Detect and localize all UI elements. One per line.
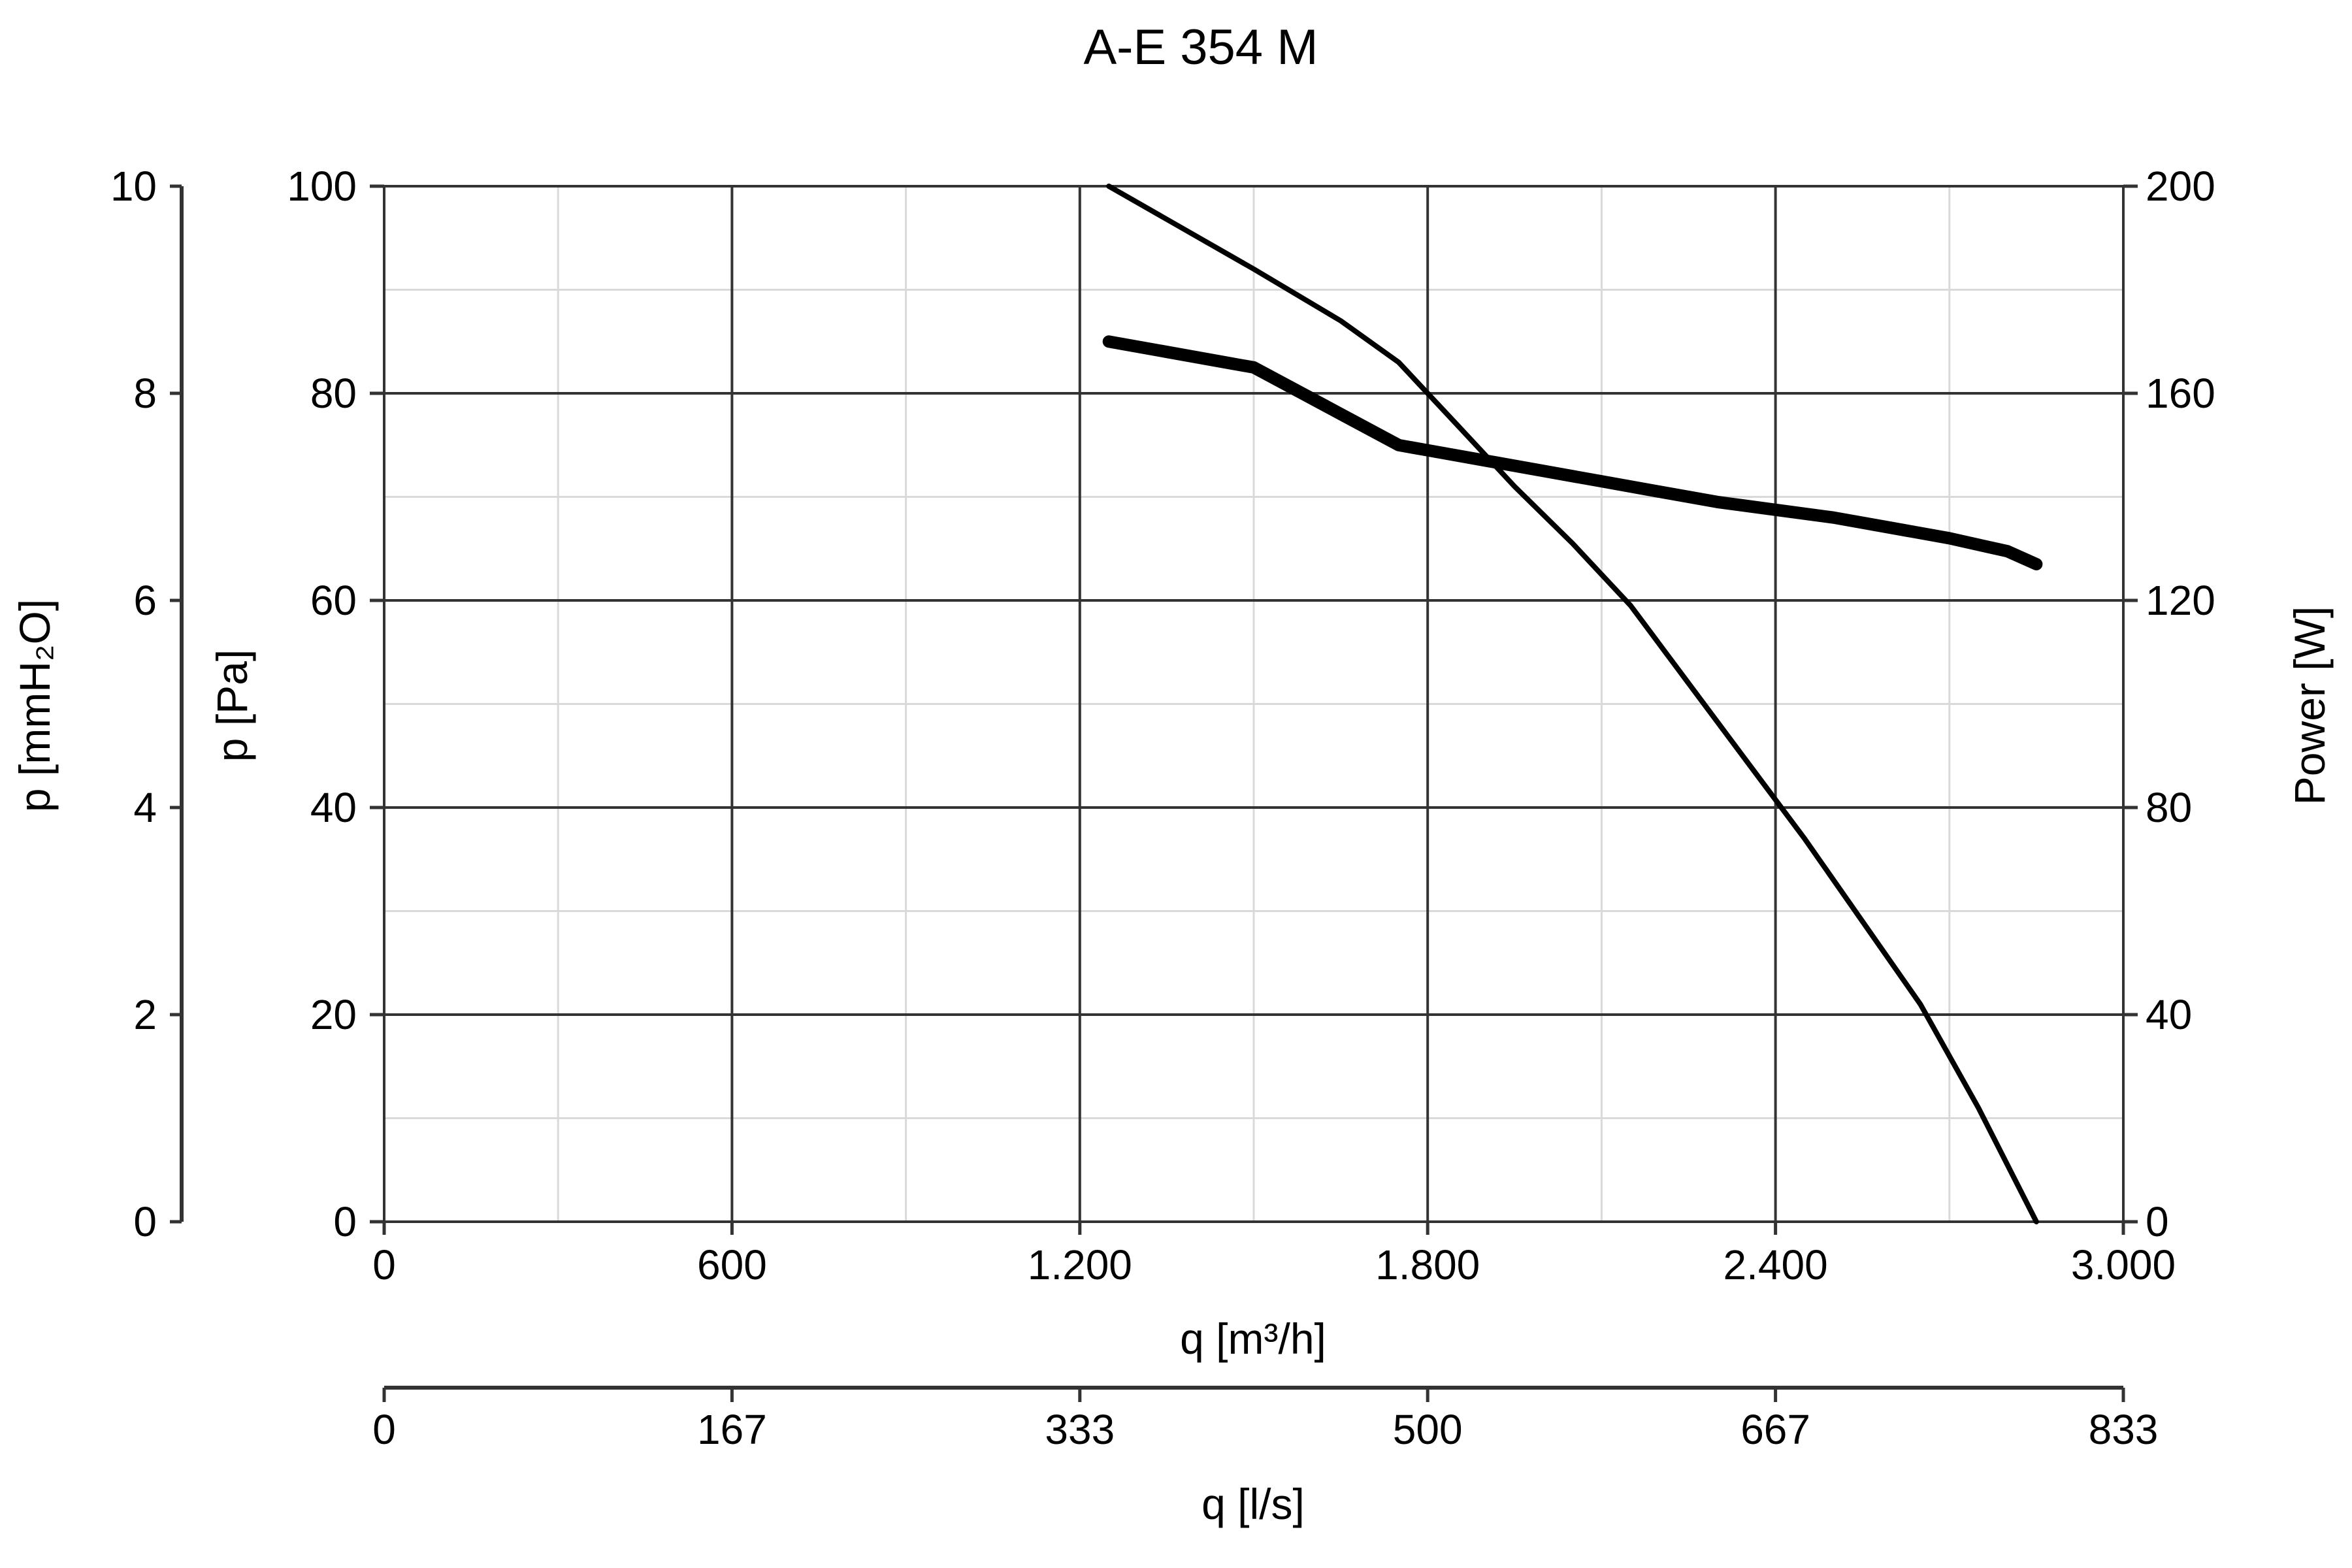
y-tick-label: 80 (310, 370, 357, 417)
x-axis-m3h: 0 600 1.200 1.800 2.400 3.000 (372, 1222, 2176, 1288)
x2-tick-label: 833 (2089, 1406, 2159, 1453)
y3-tick-label: 200 (2146, 163, 2215, 210)
y-axis-pa: 0 20 40 60 80 100 (287, 163, 384, 1245)
y2-tick-label: 4 (133, 784, 157, 831)
y-tick-label: 60 (310, 577, 357, 624)
power-curve (1102, 335, 2043, 570)
y-axis-label: p [Pa] (208, 649, 256, 762)
y-axis-power: 0 40 80 120 160 200 (2123, 163, 2215, 1245)
y-tick-label: 100 (287, 163, 357, 210)
x-tick-label: 1.200 (1028, 1241, 1132, 1288)
y-tick-label: 0 (333, 1198, 357, 1245)
x2-tick-label: 500 (1393, 1406, 1463, 1453)
y-axis-mmh2o: 0 2 4 6 8 10 (110, 163, 182, 1245)
x-tick-label: 3.000 (2071, 1241, 2176, 1288)
y3-tick-label: 120 (2146, 577, 2215, 624)
x-axis-label: q [m³/h] (1180, 1315, 1326, 1363)
y-tick-label: 40 (310, 784, 357, 831)
y2-tick-label: 2 (133, 991, 157, 1038)
y2-tick-label: 8 (133, 370, 157, 417)
y-tick-label: 20 (310, 991, 357, 1038)
major-grid (383, 185, 2125, 1223)
y2-tick-label: 10 (110, 163, 157, 210)
curves (1102, 184, 2043, 1224)
y3-tick-label: 0 (2146, 1198, 2169, 1245)
y3-tick-label: 40 (2146, 991, 2192, 1038)
y2-tick-label: 0 (133, 1198, 157, 1245)
y2-tick-label: 6 (133, 577, 157, 624)
x2-tick-label: 167 (697, 1406, 767, 1453)
x-tick-label: 1.800 (1375, 1241, 1480, 1288)
y3-axis-label: Power [W] (2285, 606, 2334, 805)
x-tick-label: 0 (372, 1241, 396, 1288)
x-axis-ls: 0 167 333 500 667 833 (372, 1388, 2158, 1453)
pressure-curve (1106, 184, 2039, 1224)
chart-title: A-E 354 M (1083, 20, 1318, 75)
y3-tick-label: 80 (2146, 784, 2192, 831)
y2-axis-label: p [mmH₂O] (10, 599, 59, 812)
x2-axis-label: q [l/s] (1201, 1480, 1305, 1528)
y3-tick-label: 160 (2146, 370, 2215, 417)
x-tick-label: 2.400 (1723, 1241, 1828, 1288)
x2-tick-label: 0 (372, 1406, 396, 1453)
x2-tick-label: 333 (1045, 1406, 1115, 1453)
minor-grid (384, 186, 2123, 1222)
x-tick-label: 600 (697, 1241, 767, 1288)
x2-tick-label: 667 (1740, 1406, 1810, 1453)
